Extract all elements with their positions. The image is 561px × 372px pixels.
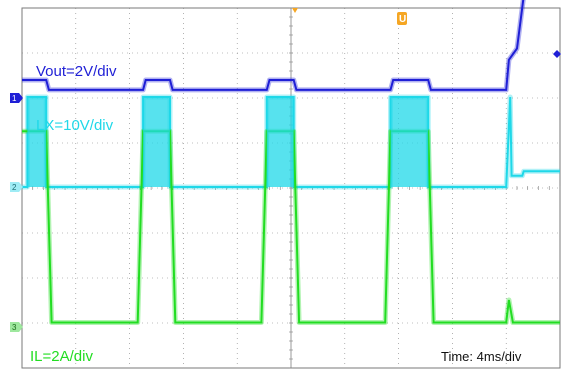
lx-switching-burst xyxy=(143,97,170,187)
svg-text:2: 2 xyxy=(12,183,17,192)
vout-channel-marker: 1 xyxy=(10,93,23,103)
lx-switching-burst xyxy=(27,97,47,187)
il-channel-marker: 3 xyxy=(10,322,23,332)
waveform-traces xyxy=(22,0,560,325)
vout-trace xyxy=(22,0,525,91)
trigger-position-marker xyxy=(292,8,298,13)
vout-scale-label: Vout=2V/div xyxy=(36,63,117,80)
svg-text:3: 3 xyxy=(12,323,17,332)
svg-text:U: U xyxy=(399,14,406,25)
il-scale-label: IL=2A/div xyxy=(30,348,93,365)
svg-text:1: 1 xyxy=(12,94,17,103)
trigger-level-marker xyxy=(553,50,561,58)
trigger-point-marker: U xyxy=(397,12,407,25)
time-scale-label: Time: 4ms/div xyxy=(441,349,522,364)
lx-channel-marker: 2 xyxy=(10,182,23,192)
lx-switching-burst xyxy=(266,97,294,187)
lx-scale-label: LX=10V/div xyxy=(36,117,114,134)
lx-switching-burst xyxy=(390,97,429,187)
